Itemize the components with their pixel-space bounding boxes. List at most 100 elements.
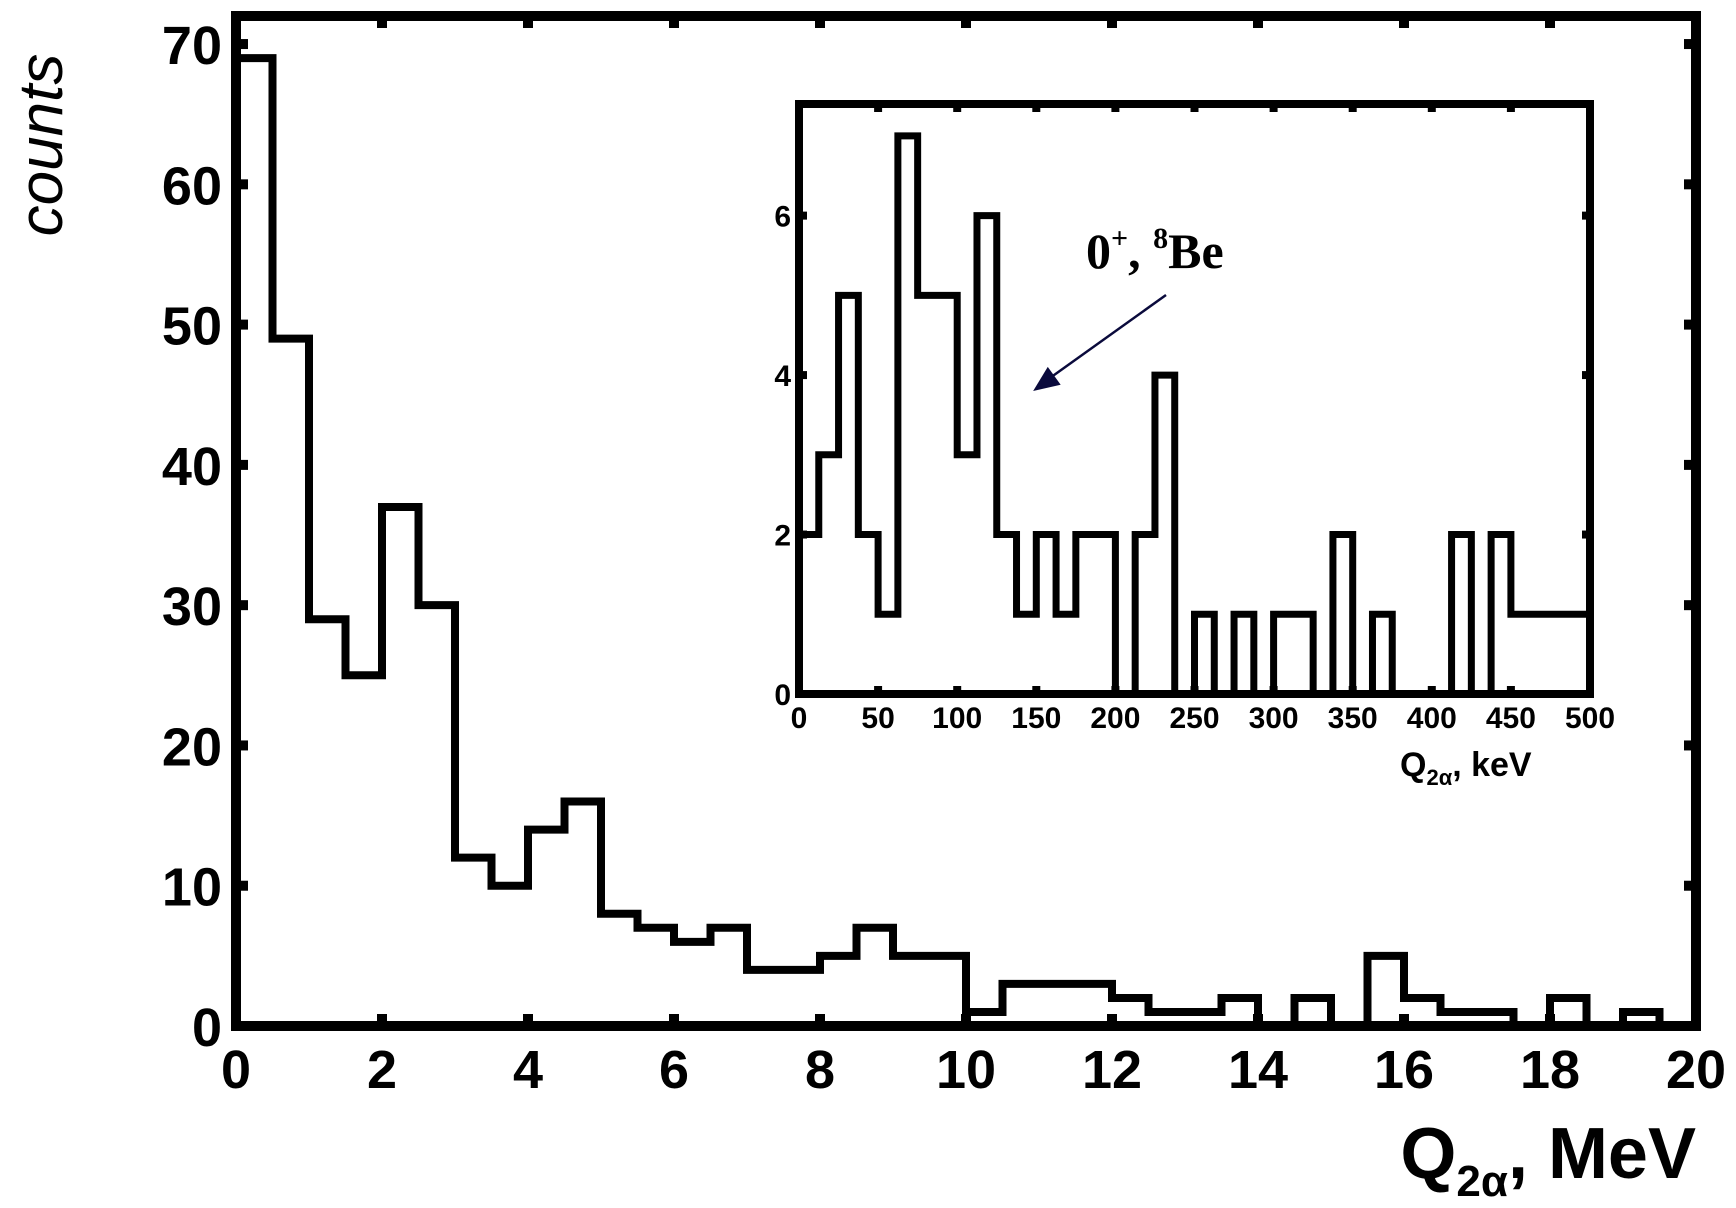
main-ytick-label: 40 [162, 437, 222, 497]
main-bin-13 [711, 928, 748, 1026]
main-xtick-label: 0 [221, 1040, 251, 1100]
main-bin-1 [273, 339, 310, 1026]
inset-x-axis-label-rest: , keV [1452, 746, 1532, 784]
inset-ytick-label: 4 [774, 360, 791, 393]
main-bin-21 [1003, 984, 1040, 1026]
main-bin-22 [1039, 984, 1076, 1026]
inset-bin-37 [1531, 614, 1551, 694]
inset-bin-24 [1274, 614, 1294, 694]
inset-bin-15 [1096, 535, 1116, 694]
main-bin-15 [784, 970, 821, 1026]
main-y-axis-label: counts [7, 54, 76, 237]
main-xtick-label: 2 [367, 1040, 397, 1100]
main-bin-6 [455, 858, 492, 1026]
inset-bin-7 [937, 295, 957, 694]
annotation-arrow-line [1046, 293, 1167, 382]
main-bin-16 [820, 956, 857, 1026]
main-x-axis-label-rest: , MeV [1508, 1114, 1696, 1194]
inset-bin-17 [1135, 535, 1155, 694]
inset-xtick-label: 0 [791, 702, 808, 735]
main-xtick-label: 8 [805, 1040, 835, 1100]
main-bin-2 [309, 619, 346, 1026]
main-xtick-label: 14 [1228, 1040, 1288, 1100]
inset-x-axis-label-sub: 2α [1426, 765, 1452, 790]
inset-bin-14 [1076, 535, 1096, 694]
main-bin-23 [1076, 984, 1113, 1026]
inset-bin-25 [1293, 614, 1313, 694]
main-ytick-label: 10 [162, 858, 222, 918]
main-ytick-label: 20 [162, 717, 222, 777]
inset-bin-27 [1333, 535, 1353, 694]
annotation-part-b: , [1128, 223, 1153, 279]
inset-bin-9 [977, 216, 997, 694]
main-bin-4 [382, 507, 419, 1026]
main-bin-18 [893, 956, 930, 1026]
annotation-part-c: Be [1168, 223, 1224, 279]
inset-ytick-label: 0 [774, 679, 791, 712]
inset-bin-4 [878, 614, 898, 694]
inset-x-axis-label-main: Q [1400, 746, 1426, 784]
main-x-axis-label: Q2α, MeV [1400, 1114, 1696, 1203]
main-bin-10 [601, 914, 638, 1026]
main-bin-14 [747, 970, 784, 1026]
inset-bin-20 [1195, 614, 1215, 694]
main-bin-5 [419, 605, 456, 1026]
inset-bin-18 [1155, 375, 1175, 694]
main-ytick-label: 60 [162, 156, 222, 216]
inset-bin-11 [1017, 614, 1037, 694]
inset-ytick-label: 2 [774, 520, 791, 553]
inset-bin-10 [997, 535, 1017, 694]
inset-xtick-label: 300 [1249, 702, 1299, 735]
inset-xtick-label: 50 [861, 702, 894, 735]
inset-bin-36 [1511, 614, 1531, 694]
main-bin-9 [565, 802, 602, 1026]
annotation-sup-b: 8 [1153, 222, 1168, 255]
inset-bin-3 [858, 535, 878, 694]
main-bin-11 [638, 928, 675, 1026]
inset-xtick-label: 250 [1169, 702, 1219, 735]
inset-xtick-label: 500 [1565, 702, 1615, 735]
main-bin-3 [346, 675, 383, 1026]
main-bin-19 [930, 956, 967, 1026]
inset-xtick-label: 450 [1486, 702, 1536, 735]
inset-bin-22 [1234, 614, 1254, 694]
inset-bin-33 [1452, 535, 1472, 694]
main-x-axis-label-main: Q [1400, 1114, 1456, 1194]
inset-bin-8 [957, 455, 977, 694]
inset-x-axis-label: Q2α, keV [1400, 746, 1532, 790]
main-xtick-label: 12 [1082, 1040, 1142, 1100]
inset-bin-29 [1372, 614, 1392, 694]
inset-xtick-label: 400 [1407, 702, 1457, 735]
main-ytick-label: 30 [162, 577, 222, 637]
annotation-part-a: 0 [1086, 223, 1111, 279]
inset-annotation-label: 0+, 8Be [1086, 222, 1224, 279]
inset-chart-group: 0 50 100 150 200 250 300 350 400 450 500 0 2 4 6 Q2α, k… [774, 100, 1615, 790]
main-bin-31 [1368, 956, 1405, 1026]
main-xtick-label: 20 [1666, 1040, 1726, 1100]
main-ytick-label: 70 [162, 16, 222, 76]
main-chart-group: 0 2 4 6 8 10 12 14 16 18 20010203040506070countsQ2… [7, 11, 1726, 1206]
main-bin-17 [857, 928, 894, 1026]
inset-background [799, 104, 1590, 694]
inset-xtick-label: 350 [1328, 702, 1378, 735]
annotation-arrowhead-icon [1033, 366, 1061, 392]
inset-xtick-label: 100 [932, 702, 982, 735]
inset-bin-2 [839, 295, 859, 694]
main-ytick-label: 0 [192, 998, 222, 1058]
inset-xtick-label: 200 [1090, 702, 1140, 735]
main-xtick-label: 16 [1374, 1040, 1434, 1100]
main-histogram-line [232, 54, 1696, 1030]
inset-xtick-label: 150 [1011, 702, 1061, 735]
main-bin-12 [674, 942, 711, 1026]
annotation-sup-a: + [1111, 222, 1128, 255]
inset-bin-5 [898, 136, 918, 694]
main-xtick-label: 10 [936, 1040, 996, 1100]
main-x-axis-label-sub: 2α [1456, 1157, 1508, 1203]
main-bin-8 [528, 830, 565, 1026]
main-xtick-label: 18 [1520, 1040, 1580, 1100]
inset-bin-13 [1056, 614, 1076, 694]
main-xtick-label: 6 [659, 1040, 689, 1100]
inset-bin-6 [918, 295, 938, 694]
